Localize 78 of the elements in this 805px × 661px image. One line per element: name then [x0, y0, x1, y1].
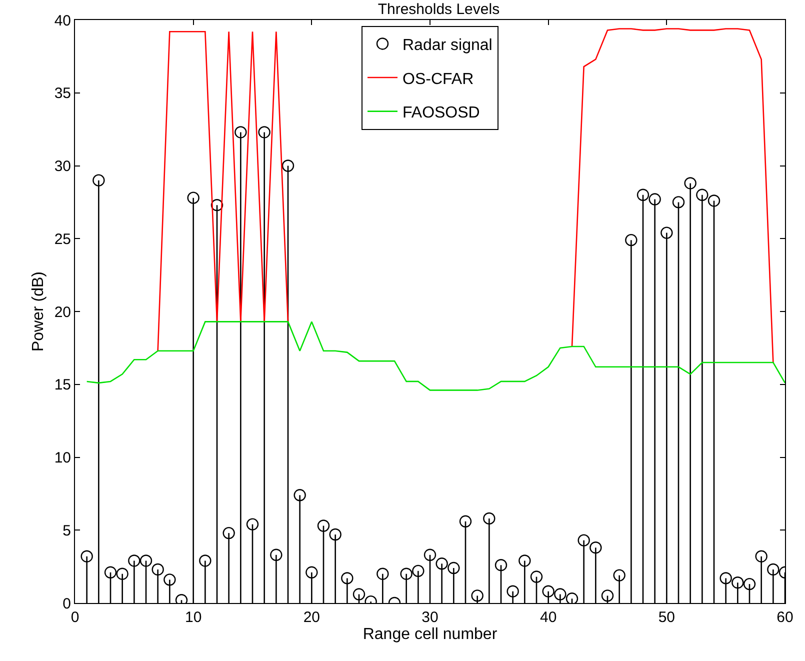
point — [732, 576, 744, 589]
point — [329, 528, 342, 541]
y-tick-label: 10 — [54, 450, 71, 466]
point — [164, 574, 176, 586]
point — [436, 558, 448, 570]
point — [542, 585, 554, 598]
point — [294, 489, 306, 502]
point — [282, 160, 294, 172]
x-tick-label: 60 — [776, 609, 794, 626]
point — [708, 194, 720, 207]
point — [494, 559, 508, 572]
point — [317, 520, 330, 532]
point — [696, 188, 708, 201]
legend-label: FAOSOSD — [402, 104, 480, 122]
point — [412, 564, 424, 578]
point — [376, 568, 389, 580]
x-axis-title: Range cell number — [362, 626, 498, 643]
point — [352, 588, 366, 600]
line-series — [86, 321, 785, 391]
point — [80, 550, 93, 562]
point — [270, 548, 282, 561]
y-tick-label: 40 — [54, 12, 71, 30]
point — [743, 578, 756, 590]
point — [140, 554, 152, 567]
point — [684, 177, 696, 190]
legend-label: OS-CFAR — [402, 70, 474, 88]
x-tick-label: 20 — [303, 609, 320, 626]
point — [578, 534, 590, 546]
point — [660, 226, 673, 239]
point — [92, 174, 105, 186]
point — [518, 554, 531, 567]
point — [755, 550, 768, 562]
point — [128, 554, 140, 567]
point — [506, 585, 519, 598]
point — [246, 518, 259, 530]
y-tick-label: 15 — [54, 376, 71, 394]
point — [424, 548, 436, 561]
chart-title: Thresholds Levels — [378, 0, 500, 18]
point — [187, 192, 200, 204]
y-tick-label: 35 — [54, 85, 71, 102]
point — [554, 588, 566, 600]
point — [341, 572, 354, 584]
point — [116, 568, 128, 580]
point — [210, 199, 224, 212]
point — [601, 590, 614, 602]
y-tick-label: 20 — [54, 304, 71, 321]
point — [400, 568, 412, 580]
point — [234, 126, 247, 138]
x-tick-label: 40 — [540, 609, 557, 626]
x-tick-label: 50 — [658, 609, 676, 626]
point — [306, 566, 318, 578]
point — [258, 126, 270, 138]
y-tick-label: 0 — [62, 595, 71, 612]
point — [720, 572, 732, 584]
point — [590, 542, 602, 554]
point — [222, 526, 235, 540]
point — [199, 554, 212, 567]
x-tick-label: 10 — [184, 609, 202, 626]
point — [448, 562, 460, 574]
point — [459, 515, 472, 528]
point — [152, 563, 164, 576]
y-tick-label: 30 — [54, 158, 71, 175]
point — [530, 570, 543, 583]
y-tick-label: 5 — [62, 522, 71, 540]
point — [613, 569, 626, 582]
point — [104, 566, 117, 578]
point — [767, 563, 780, 576]
legend-label: Radar signal — [402, 36, 492, 54]
point — [566, 592, 578, 603]
point — [672, 196, 685, 208]
point — [483, 512, 496, 525]
point — [636, 188, 650, 201]
y-axis-title: Power (dB) — [30, 271, 48, 352]
point — [648, 193, 661, 206]
point — [471, 590, 484, 602]
y-tick-label: 25 — [54, 230, 71, 248]
point — [625, 234, 638, 246]
x-tick-label: 30 — [422, 609, 438, 626]
